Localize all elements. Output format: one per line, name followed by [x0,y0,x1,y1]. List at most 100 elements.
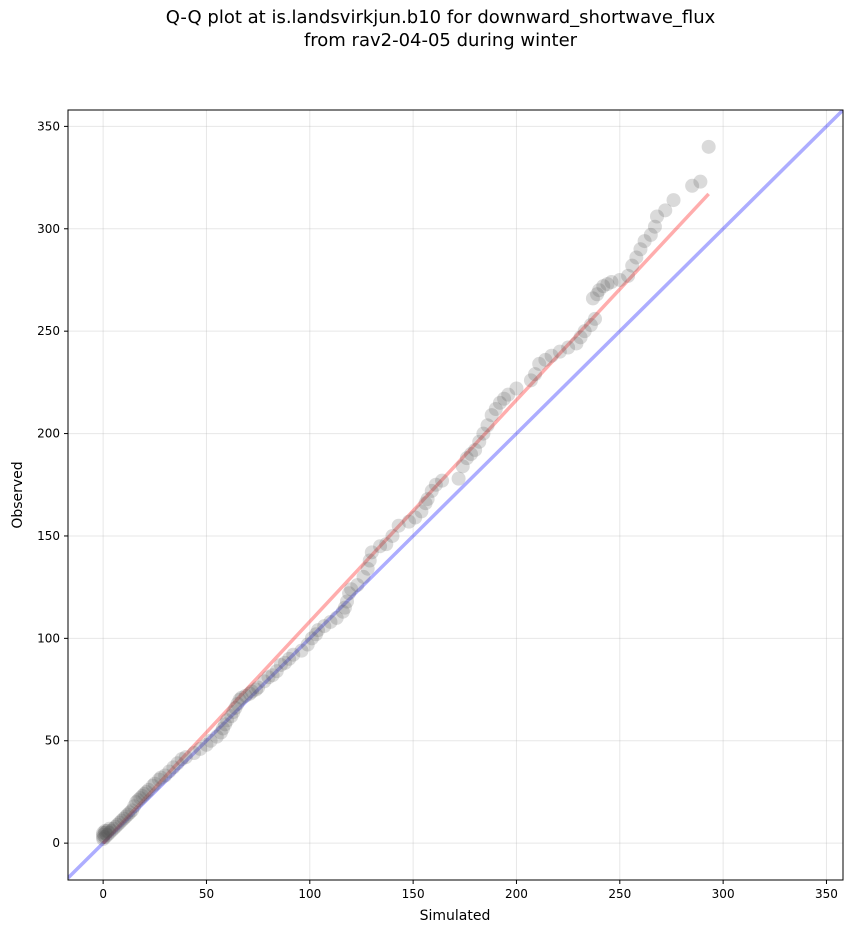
data-point [337,600,352,615]
y-tick-label: 50 [45,734,60,748]
data-point [218,717,233,732]
data-point [424,483,439,498]
data-point [147,776,162,791]
data-point [625,258,640,273]
data-point [600,277,615,292]
x-axis-label: Simulated [420,908,491,924]
data-point [96,827,111,842]
data-point [585,291,600,306]
data-point [114,813,129,828]
data-point [112,815,127,830]
data-point [139,784,154,799]
data-point [230,696,245,711]
data-point [135,789,150,804]
data-point [127,799,142,814]
data-point [340,594,354,609]
data-point [362,553,377,568]
data-point [98,829,113,844]
data-point [311,623,326,638]
data-point [137,786,152,801]
data-point [577,324,592,339]
data-point [488,401,503,416]
y-tick-label: 350 [37,119,60,133]
data-point [647,219,662,234]
data-point [633,242,648,257]
data-point [265,668,280,683]
data-point [583,318,598,333]
data-point [282,651,297,666]
x-tick-label: 200 [505,887,528,901]
data-point [96,832,111,847]
data-point [484,408,499,423]
data-point [532,356,547,371]
data-point [451,471,466,486]
data-point [242,686,257,701]
x-tick-label: 150 [402,887,425,901]
data-point [178,750,193,765]
data-point [650,209,664,224]
data-point [131,793,146,808]
data-points [96,139,716,847]
data-point [106,821,121,836]
data-point [170,756,185,771]
data-point [643,227,658,242]
data-point [102,821,117,836]
data-point [592,283,607,298]
data-point [323,614,338,629]
data-point [459,451,474,466]
data-point [373,539,388,554]
data-point [588,311,602,326]
data-point [637,234,652,249]
data-point [224,709,239,724]
data-point [590,287,605,302]
y-tick-label: 200 [37,427,60,441]
data-point [435,473,450,488]
data-point [468,442,483,457]
data-point [528,367,543,382]
data-point [118,809,133,824]
data-point [220,713,235,728]
data-point [162,764,177,779]
data-point [300,637,315,652]
data-point [658,203,673,218]
data-point [391,518,406,533]
data-point [356,569,371,584]
data-point [573,330,588,345]
data-point [174,752,189,767]
chart-title-line1: Q-Q plot at is.landsvirkjun.b10 for down… [165,7,716,28]
data-point [234,690,249,705]
data-point [544,348,559,363]
data-point [244,684,259,699]
data-point [472,434,487,449]
data-point [364,545,379,560]
grid-lines [68,110,843,880]
data-point [621,268,636,283]
data-point [257,674,272,689]
data-point [116,811,131,826]
data-point [96,829,111,844]
data-point [133,791,148,806]
data-point [102,825,117,840]
data-point [125,803,140,818]
data-point [329,610,344,625]
data-point [120,807,135,822]
data-point [501,387,516,402]
data-point [226,705,241,720]
data-point [476,426,491,441]
data-point [604,275,619,290]
data-point [98,825,113,840]
data-point [402,514,416,529]
y-tick-label: 150 [37,529,60,543]
data-point [166,760,181,775]
data-point [213,725,228,740]
x-tick-label: 350 [815,887,838,901]
data-point [151,772,166,787]
data-point [96,825,111,840]
data-point [187,746,202,761]
data-point [261,670,276,685]
y-axis-label: Observed [10,461,26,528]
data-point [249,682,264,697]
data-point [497,391,512,406]
data-point [108,819,123,834]
